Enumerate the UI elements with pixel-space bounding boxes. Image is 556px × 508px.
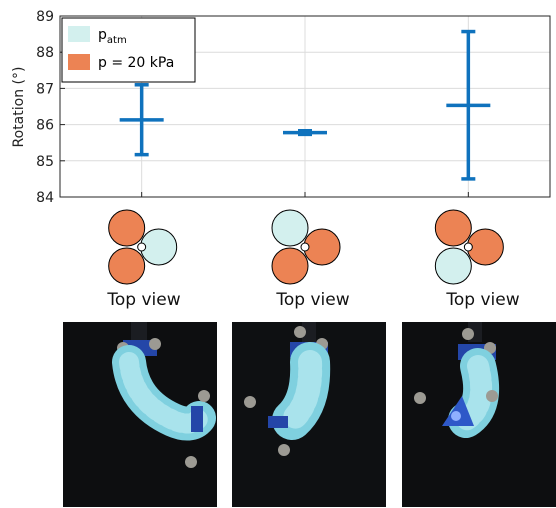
legend: patm p = 20 kPa (61, 17, 196, 83)
chamber-config-2 (271, 209, 341, 285)
center-channel (300, 242, 310, 252)
y-tick-label: 84 (36, 190, 54, 206)
chamber-atmospheric (434, 247, 472, 285)
actuator-photo-1 (63, 322, 217, 507)
error-bar-2 (283, 129, 327, 137)
y-tick-label: 88 (36, 45, 54, 61)
y-axis-label: Rotation (°) (11, 67, 27, 148)
actuator-photo-3 (402, 322, 556, 507)
chamber-pressurized (108, 247, 146, 285)
chamber-atmospheric (271, 209, 309, 247)
y-tick-label: 87 (36, 81, 54, 97)
y-tick-label: 89 (36, 9, 54, 25)
y-tick-label: 85 (36, 154, 54, 170)
center-channel (137, 242, 147, 252)
top-view-label-3: Top view (446, 290, 520, 310)
error-bar-3 (446, 29, 491, 181)
chamber-config-3 (434, 209, 504, 285)
chamber-pressurized (271, 247, 309, 285)
legend-label-atm-sub: atm (107, 35, 127, 46)
legend-label-pressurized: p = 20 kPa (98, 55, 174, 71)
plot-frame (59, 15, 551, 198)
error-bars (119, 29, 491, 181)
chamber-pressurized (108, 209, 146, 247)
chamber-config-1 (108, 209, 178, 285)
chamber-pressurized (434, 209, 472, 247)
center-channel (463, 242, 473, 252)
y-tick-label: 86 (36, 118, 54, 134)
top-view-label-1: Top view (107, 290, 181, 310)
actuator-photo-2 (232, 322, 386, 507)
legend-swatch-pressurized (68, 54, 90, 70)
rotation-chart: 84 85 86 87 88 89 Rotation (°) patm p = 20 kP… (11, 9, 551, 285)
legend-label-atm: patm (98, 27, 127, 46)
chamber-configurations (108, 209, 504, 285)
legend-swatch-atm (68, 26, 90, 42)
top-view-label-2: Top view (276, 290, 350, 310)
error-bar-1 (119, 83, 164, 157)
legend-label-atm-main: p (98, 27, 107, 43)
